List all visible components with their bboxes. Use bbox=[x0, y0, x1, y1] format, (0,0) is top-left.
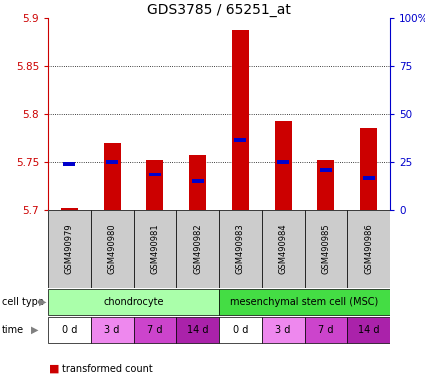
Text: GSM490984: GSM490984 bbox=[279, 224, 288, 274]
Bar bbox=[363, 176, 374, 180]
Bar bbox=[176, 210, 219, 288]
Bar bbox=[320, 168, 332, 172]
Text: GSM490985: GSM490985 bbox=[321, 224, 330, 274]
Bar bbox=[275, 121, 292, 210]
Text: ▶: ▶ bbox=[31, 325, 39, 335]
Bar bbox=[61, 208, 78, 210]
Bar bbox=[189, 155, 206, 210]
Text: GSM490986: GSM490986 bbox=[364, 223, 373, 275]
Bar bbox=[235, 138, 246, 142]
Text: 3 d: 3 d bbox=[275, 325, 291, 335]
Bar bbox=[304, 210, 347, 288]
Text: GSM490981: GSM490981 bbox=[150, 224, 159, 274]
Text: cell type: cell type bbox=[2, 297, 44, 307]
Bar bbox=[91, 318, 133, 343]
Text: 14 d: 14 d bbox=[358, 325, 380, 335]
Bar bbox=[48, 318, 91, 343]
Bar bbox=[106, 160, 118, 164]
Text: 14 d: 14 d bbox=[187, 325, 208, 335]
Bar bbox=[277, 160, 289, 164]
Text: chondrocyte: chondrocyte bbox=[103, 297, 164, 307]
Bar bbox=[262, 318, 304, 343]
Bar bbox=[317, 160, 334, 210]
Bar bbox=[133, 318, 176, 343]
Bar bbox=[133, 210, 176, 288]
Bar bbox=[48, 210, 91, 288]
Bar bbox=[304, 318, 347, 343]
Text: GSM490980: GSM490980 bbox=[108, 224, 116, 274]
Text: GSM490983: GSM490983 bbox=[236, 223, 245, 275]
Text: 3 d: 3 d bbox=[105, 325, 120, 335]
Bar bbox=[176, 318, 219, 343]
Bar bbox=[262, 210, 304, 288]
Text: GSM490982: GSM490982 bbox=[193, 224, 202, 274]
Bar bbox=[149, 172, 161, 176]
Text: 0 d: 0 d bbox=[62, 325, 77, 335]
Text: mesenchymal stem cell (MSC): mesenchymal stem cell (MSC) bbox=[230, 297, 379, 307]
Bar bbox=[219, 210, 262, 288]
Bar bbox=[146, 160, 164, 210]
Title: GDS3785 / 65251_at: GDS3785 / 65251_at bbox=[147, 3, 291, 17]
Bar bbox=[347, 318, 390, 343]
Text: 7 d: 7 d bbox=[318, 325, 334, 335]
Text: time: time bbox=[2, 325, 24, 335]
Bar bbox=[63, 162, 75, 166]
Text: ▶: ▶ bbox=[39, 297, 47, 307]
Bar bbox=[104, 143, 121, 210]
Bar bbox=[232, 30, 249, 210]
Bar bbox=[192, 179, 204, 183]
Bar bbox=[219, 318, 262, 343]
Bar bbox=[347, 210, 390, 288]
Text: ■: ■ bbox=[49, 364, 60, 374]
Bar bbox=[48, 290, 219, 314]
Text: 0 d: 0 d bbox=[233, 325, 248, 335]
Text: transformed count: transformed count bbox=[62, 364, 153, 374]
Bar bbox=[219, 290, 390, 314]
Bar bbox=[360, 128, 377, 210]
Bar bbox=[91, 210, 133, 288]
Text: GSM490979: GSM490979 bbox=[65, 224, 74, 274]
Text: 7 d: 7 d bbox=[147, 325, 163, 335]
